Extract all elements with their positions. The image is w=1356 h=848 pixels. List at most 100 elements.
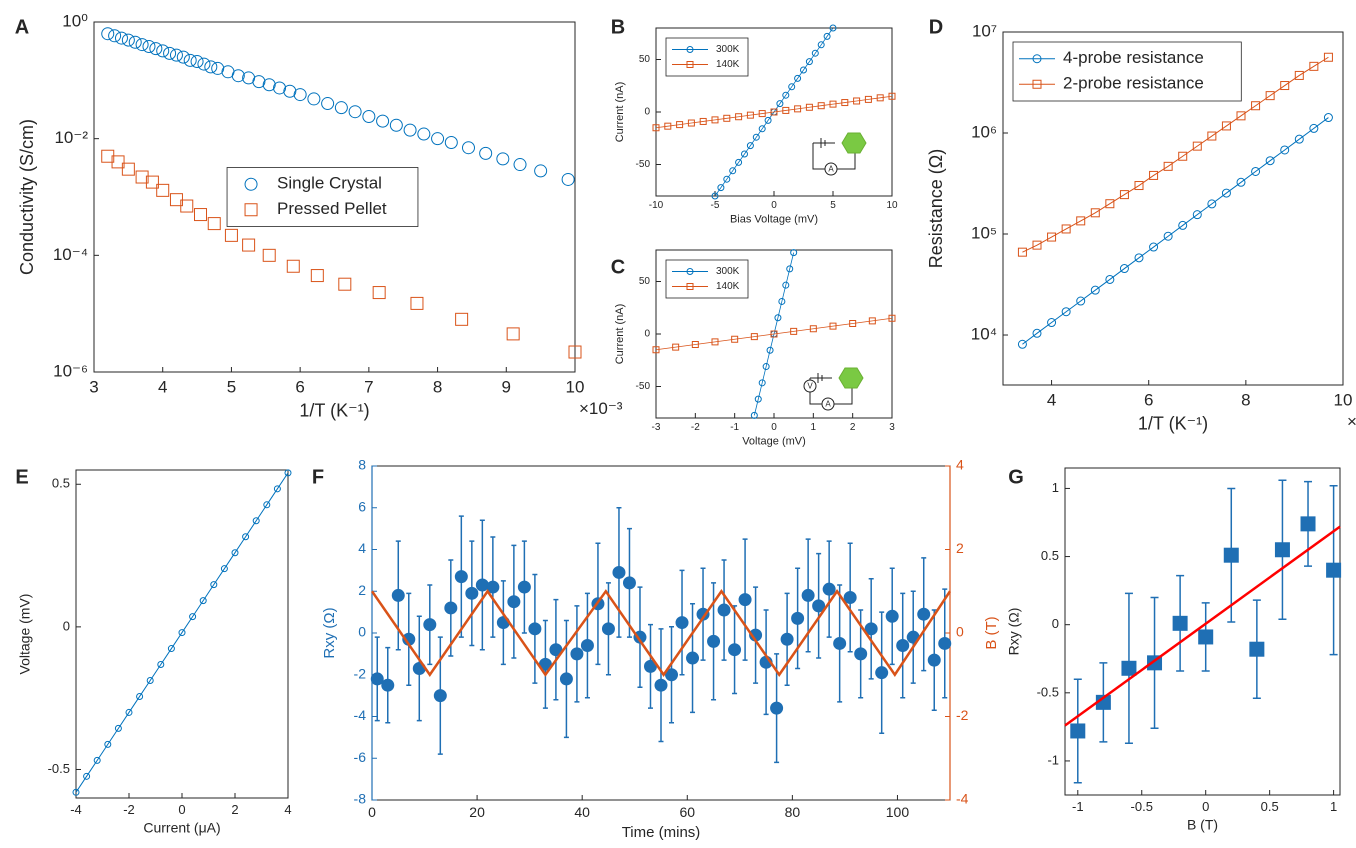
x-axis-label: Time (mins)	[622, 824, 701, 841]
x-tick-label: 40	[574, 804, 590, 820]
marker	[811, 49, 819, 57]
y-tick-label: 0	[644, 329, 650, 340]
marker	[864, 95, 872, 103]
x-tick-label: 2	[850, 422, 856, 433]
marker	[927, 653, 941, 667]
marker	[114, 724, 122, 732]
marker	[746, 111, 754, 119]
marker	[231, 549, 239, 557]
marker	[770, 701, 784, 715]
marker	[156, 183, 170, 197]
marker	[938, 636, 952, 650]
x-tick-label: 1	[811, 422, 817, 433]
marker	[717, 603, 731, 617]
marker	[104, 740, 112, 748]
marker	[1251, 166, 1261, 176]
marker	[180, 199, 194, 213]
marker	[1274, 542, 1290, 558]
marker	[507, 595, 521, 609]
x-axis-label: 1/T (K⁻¹)	[1138, 414, 1208, 434]
x-multiplier: ×10⁻³	[579, 399, 623, 418]
x-tick-label: 6	[295, 378, 304, 397]
marker	[854, 647, 868, 661]
marker	[417, 127, 431, 141]
marker	[211, 61, 225, 75]
x-tick-label: -5	[711, 200, 720, 211]
y-tick-label: 1	[1052, 480, 1059, 495]
marker	[752, 133, 760, 141]
panel: A 3 4 5 6 7 8 9 10 10⁻⁶ 10⁻⁴ 10⁻² 10⁰ Single Crystal P…	[15, 11, 623, 420]
marker	[812, 599, 826, 613]
marker	[723, 175, 731, 183]
x-tick-label: 0	[771, 200, 777, 211]
panel: G -1 -0.5 0 0.5 1 -1 -0.5 0 0.5 1 B (T) Rxy (Ω)	[1006, 466, 1342, 832]
x-tick-label: -1	[1072, 799, 1084, 814]
marker	[1309, 61, 1319, 71]
series-line	[1022, 117, 1329, 345]
y2-tick-label: 2	[956, 540, 964, 556]
y-tick-label: 8	[358, 457, 366, 473]
marker	[534, 164, 548, 178]
marker	[786, 265, 794, 273]
circuit-hexagon	[838, 367, 864, 389]
y2-tick-label: -2	[956, 707, 969, 723]
marker	[146, 676, 154, 684]
marker	[774, 314, 782, 322]
marker	[888, 92, 896, 100]
marker	[121, 162, 135, 176]
marker	[284, 469, 292, 477]
marker	[157, 661, 165, 669]
marker	[1061, 224, 1071, 234]
marker	[868, 317, 876, 325]
marker	[1294, 134, 1304, 144]
marker	[1280, 81, 1290, 91]
marker	[1149, 242, 1159, 252]
marker	[822, 582, 836, 596]
y-axis-label: Current (nA)	[614, 82, 626, 143]
marker	[686, 651, 700, 665]
marker	[410, 296, 424, 310]
x-tick-label: 0.5	[1261, 799, 1279, 814]
marker	[1017, 339, 1027, 349]
y-tick-label: -0.5	[1037, 684, 1059, 699]
marker	[210, 581, 218, 589]
circuit-meter-label: V	[807, 382, 813, 391]
y-tick-label: 6	[358, 498, 366, 514]
circuit-icon: A	[812, 132, 867, 176]
marker	[801, 588, 815, 602]
y-tick-label: 10⁴	[971, 325, 997, 344]
marker	[224, 228, 238, 242]
marker	[1076, 216, 1086, 226]
marker	[794, 74, 802, 82]
marker	[372, 286, 386, 300]
marker	[1236, 177, 1246, 187]
marker	[194, 208, 208, 222]
marker	[321, 97, 335, 111]
marker	[654, 678, 668, 692]
marker	[423, 618, 437, 632]
marker	[169, 48, 183, 62]
marker	[128, 35, 142, 49]
marker	[1280, 145, 1290, 155]
marker	[176, 50, 190, 64]
marker	[1207, 131, 1217, 141]
marker	[817, 102, 825, 110]
y-tick-label: 10⁻⁴	[53, 245, 88, 264]
marker	[770, 108, 778, 116]
marker	[601, 622, 615, 636]
marker	[800, 66, 807, 74]
marker	[1149, 170, 1159, 180]
x-tick-label: -0.5	[1131, 799, 1153, 814]
marker	[676, 121, 684, 129]
y-tick-label: 50	[639, 54, 651, 65]
y-tick-label: 10⁻⁶	[53, 361, 88, 380]
marker	[135, 170, 149, 184]
y2-axis-label: B (T)	[983, 616, 1000, 649]
marker	[829, 24, 837, 32]
legend-label: 300K	[716, 44, 740, 55]
marker	[750, 333, 758, 341]
panel: C -3 -2 -1 0 1 2 3 -50 0 50 300K 140K Voltage (mV) Cur…	[611, 249, 896, 447]
circuit-battery	[817, 373, 823, 383]
